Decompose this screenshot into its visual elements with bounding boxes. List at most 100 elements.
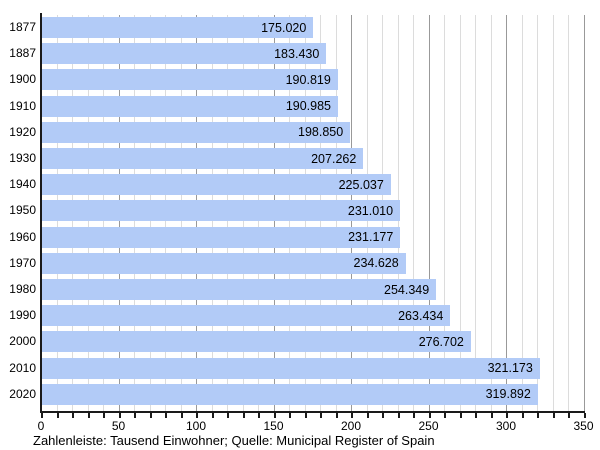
year-label: 1910 bbox=[9, 98, 36, 113]
bar-value-label: 198.850 bbox=[298, 125, 344, 140]
x-axis-tick-label: 350 bbox=[573, 419, 594, 433]
year-label: 1980 bbox=[9, 282, 36, 296]
x-axis-tick bbox=[304, 413, 307, 418]
gridline-minor bbox=[413, 15, 414, 411]
x-axis-tick bbox=[118, 413, 121, 418]
gridline-major bbox=[506, 15, 507, 411]
caption: Zahlenleiste: Tausend Einwohner; Quelle:… bbox=[33, 433, 435, 448]
year-label: 1940 bbox=[9, 177, 36, 192]
x-axis-line bbox=[40, 411, 585, 413]
x-axis-tick bbox=[134, 413, 136, 418]
year-label: 2010 bbox=[9, 360, 36, 375]
gridline-major bbox=[428, 15, 430, 411]
year-label: 1900 bbox=[9, 72, 36, 87]
x-axis-tick-label: 0 bbox=[37, 419, 45, 433]
gridline-minor bbox=[568, 15, 569, 411]
y-axis-line bbox=[40, 13, 42, 413]
gridline-minor bbox=[444, 15, 445, 411]
year-label: 2000 bbox=[9, 334, 36, 349]
x-axis-tick bbox=[149, 413, 152, 418]
year-label: 1950 bbox=[9, 203, 36, 218]
x-axis-tick-label: 250 bbox=[418, 419, 439, 433]
x-axis-tick bbox=[382, 413, 384, 418]
bar-value-label: 254.349 bbox=[384, 282, 430, 297]
population-bar: 225.037 bbox=[42, 174, 391, 196]
x-axis-tick bbox=[475, 413, 477, 418]
year-label: 1960 bbox=[9, 229, 36, 244]
bar-value-label: 190.819 bbox=[285, 72, 331, 87]
x-axis-tick bbox=[273, 413, 276, 418]
x-axis-tick bbox=[521, 413, 524, 418]
x-axis-tick bbox=[351, 413, 353, 418]
x-axis-tick bbox=[72, 413, 74, 418]
population-bar: 175.020 bbox=[42, 17, 314, 38]
x-axis-tick bbox=[506, 413, 508, 418]
year-label: 1877 bbox=[9, 20, 36, 34]
x-axis-tick bbox=[537, 413, 539, 418]
year-label: 1920 bbox=[9, 124, 36, 139]
x-axis-tick bbox=[196, 413, 198, 418]
year-label: 2020 bbox=[9, 386, 36, 401]
x-axis-tick bbox=[459, 413, 462, 418]
population-bar: 231.177 bbox=[42, 226, 401, 248]
gridline-major bbox=[583, 15, 585, 411]
bar-value-label: 263.434 bbox=[398, 308, 444, 323]
population-bar: 231.010 bbox=[42, 200, 401, 222]
population-bar: 276.702 bbox=[42, 331, 471, 353]
x-axis-tick bbox=[397, 413, 400, 418]
x-axis-tick bbox=[227, 413, 229, 418]
x-axis-tick-label: 100 bbox=[185, 419, 207, 433]
year-label: 1970 bbox=[9, 255, 36, 270]
bar-value-label: 175.020 bbox=[261, 20, 307, 35]
x-axis-tick bbox=[568, 413, 570, 418]
bar-value-label: 190.985 bbox=[285, 99, 331, 114]
x-axis-tick bbox=[211, 413, 214, 418]
bar-value-label: 319.892 bbox=[485, 387, 531, 402]
population-bar: 263.434 bbox=[42, 305, 451, 327]
x-axis-tick bbox=[242, 413, 245, 418]
bar-value-label: 225.037 bbox=[338, 177, 384, 192]
x-axis-tick bbox=[258, 413, 260, 418]
year-label: 1930 bbox=[9, 151, 36, 165]
x-axis-tick bbox=[583, 413, 586, 418]
bar-value-label: 276.702 bbox=[418, 334, 464, 349]
x-axis-tick bbox=[180, 413, 183, 418]
year-label: 1887 bbox=[9, 46, 36, 61]
population-bar: 319.892 bbox=[42, 383, 538, 405]
x-axis-tick bbox=[444, 413, 446, 418]
x-axis-tick bbox=[56, 413, 59, 418]
bar-value-label: 207.262 bbox=[311, 151, 357, 166]
gridline-minor bbox=[537, 15, 538, 411]
x-axis-tick bbox=[41, 413, 43, 418]
bar-value-label: 183.430 bbox=[274, 46, 320, 61]
population-bar: 190.819 bbox=[42, 69, 338, 91]
x-axis-tick-label: 50 bbox=[111, 419, 126, 433]
bar-value-label: 234.628 bbox=[353, 256, 399, 271]
x-axis-tick bbox=[320, 413, 322, 418]
gridline-minor bbox=[459, 15, 461, 411]
bar-value-label: 231.010 bbox=[347, 203, 394, 218]
x-axis-tick bbox=[428, 413, 431, 418]
x-axis-tick bbox=[490, 413, 493, 418]
x-axis-tick bbox=[552, 413, 555, 418]
x-axis-tick-label: 150 bbox=[263, 419, 284, 433]
x-axis-tick bbox=[366, 413, 369, 418]
population-bar: 183.430 bbox=[42, 43, 327, 65]
x-axis-tick bbox=[165, 413, 167, 418]
x-axis-tick-label: 300 bbox=[495, 419, 517, 433]
population-bar: 207.262 bbox=[42, 148, 364, 169]
x-axis-tick bbox=[87, 413, 90, 418]
bar-value-label: 321.173 bbox=[487, 361, 533, 376]
x-axis-tick bbox=[413, 413, 415, 418]
population-bar: 234.628 bbox=[42, 252, 406, 274]
bar-value-label: 231.177 bbox=[348, 230, 394, 245]
population-bar: 198.850 bbox=[42, 121, 351, 143]
population-bar: 321.173 bbox=[42, 357, 540, 379]
gridline-minor bbox=[552, 15, 554, 411]
gridline-minor bbox=[521, 15, 523, 411]
population-bar: 254.349 bbox=[42, 279, 437, 300]
year-label: 1990 bbox=[9, 308, 36, 323]
x-axis-tick bbox=[103, 413, 105, 418]
gridline-minor bbox=[490, 15, 492, 411]
